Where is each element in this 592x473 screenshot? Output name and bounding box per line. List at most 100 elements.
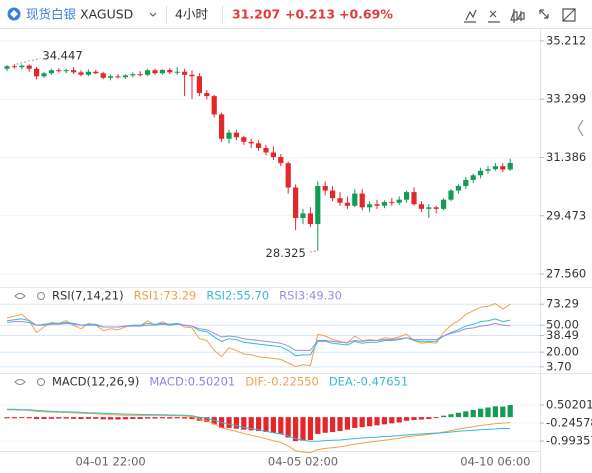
- macd-bar: [352, 417, 358, 428]
- candle-body: [418, 204, 424, 209]
- candle-body: [182, 71, 188, 75]
- macd-bar: [93, 417, 99, 419]
- candle-body: [344, 202, 350, 206]
- candle-body: [374, 204, 380, 206]
- candle-body: [478, 170, 484, 176]
- macd-bar: [374, 417, 380, 426]
- candle-body: [100, 73, 106, 78]
- candle-body: [145, 70, 151, 75]
- macd-bar: [122, 417, 128, 420]
- candle-body: [4, 66, 10, 69]
- macd-bar: [263, 417, 269, 433]
- macd-bar: [248, 417, 254, 431]
- candle-body: [470, 175, 476, 180]
- candle-body: [241, 137, 247, 142]
- candle-body: [34, 68, 40, 77]
- macd-bar: [396, 417, 402, 423]
- candle-body: [115, 76, 121, 78]
- macd-bar: [463, 411, 469, 418]
- macd-bar: [226, 417, 232, 428]
- settings-button[interactable]: [562, 8, 576, 22]
- macd-bar: [11, 417, 17, 419]
- candle-body: [322, 185, 328, 191]
- dropdown-icon[interactable]: [149, 12, 157, 17]
- legend-entry: MACD:0.50201: [149, 375, 235, 389]
- macd-bar: [404, 417, 410, 421]
- candle-body: [285, 163, 291, 188]
- macd-bar: [411, 417, 417, 421]
- macd-bar: [189, 417, 195, 420]
- macd-bar: [211, 417, 217, 425]
- candle-body: [56, 70, 62, 72]
- macd-bar: [115, 417, 121, 420]
- candle-body: [63, 70, 69, 72]
- price-change-pct: +0.69%: [339, 7, 393, 22]
- symbol-code[interactable]: XAGUSD: [80, 7, 133, 22]
- candle-body: [122, 75, 128, 78]
- macd-bar: [63, 417, 69, 419]
- macd-bar: [167, 417, 173, 419]
- macd-bar: [441, 415, 447, 418]
- candle-body: [19, 65, 25, 68]
- candle-body: [507, 162, 513, 170]
- draw-tool-button[interactable]: [464, 9, 477, 23]
- indicator-title: RSI(7,14,21): [52, 289, 124, 303]
- macd-bar: [300, 417, 306, 441]
- symbol-name[interactable]: 现货白银: [26, 7, 77, 22]
- macd-bar: [426, 417, 432, 420]
- indicator-title: MACD(12,26,9): [52, 375, 139, 389]
- collapse-button[interactable]: [577, 119, 584, 137]
- macd-bar: [470, 409, 476, 418]
- y-tick-label: -0.99357: [546, 434, 592, 448]
- visibility-toggle[interactable]: [14, 379, 26, 385]
- y-tick-label: 38.49: [546, 328, 579, 342]
- macd-bar: [256, 417, 262, 432]
- macd-bar: [182, 417, 188, 419]
- candle-body: [404, 192, 410, 200]
- candle-body: [448, 190, 454, 200]
- candle-body: [211, 96, 217, 115]
- legend-entry: RSI1:73.29: [134, 289, 197, 303]
- candle-body: [78, 72, 84, 75]
- candle-body: [307, 213, 313, 225]
- candle-body: [108, 76, 114, 78]
- macd-bar: [337, 417, 343, 432]
- candle-body: [137, 74, 143, 76]
- chart-type-button[interactable]: [510, 9, 525, 23]
- y-tick-label: -0.24578: [546, 416, 592, 430]
- macd-bar: [322, 417, 328, 433]
- macd-bar: [241, 417, 247, 430]
- candle-body: [174, 71, 180, 73]
- macd-bar: [4, 417, 10, 419]
- symbol-icon-mark: [10, 10, 18, 18]
- macd-bar: [278, 417, 284, 434]
- macd-bar: [492, 406, 498, 418]
- interval[interactable]: 4小时: [175, 7, 208, 22]
- legend-entry: DIF:-0.22550: [245, 375, 319, 389]
- high-marker-line: [16, 57, 41, 65]
- candle-body: [426, 207, 432, 209]
- macd-bar: [448, 414, 454, 418]
- macd-bar: [381, 417, 387, 425]
- candle-body: [263, 147, 269, 153]
- macd-bar: [145, 417, 151, 419]
- candle-body: [359, 193, 365, 208]
- macd-bar: [159, 417, 165, 419]
- indicator-button[interactable]: [488, 10, 500, 23]
- high-marker: 34.447: [42, 49, 82, 63]
- visibility-toggle[interactable]: [14, 293, 26, 299]
- indicator-settings[interactable]: [37, 378, 45, 386]
- candle-body: [167, 69, 173, 73]
- candle-body: [411, 192, 417, 205]
- macd-bar: [56, 417, 62, 419]
- indicator-settings[interactable]: [37, 292, 45, 300]
- y-tick-label: 73.29: [546, 297, 579, 311]
- macd-bar: [330, 417, 336, 433]
- macd-bar: [71, 417, 77, 419]
- low-marker-line: [307, 250, 316, 254]
- legend-entry: RSI3:49.30: [279, 289, 342, 303]
- indicator-line: [6, 321, 511, 351]
- legend-entry: RSI2:55.70: [206, 289, 269, 303]
- fullscreen-button[interactable]: [539, 9, 549, 19]
